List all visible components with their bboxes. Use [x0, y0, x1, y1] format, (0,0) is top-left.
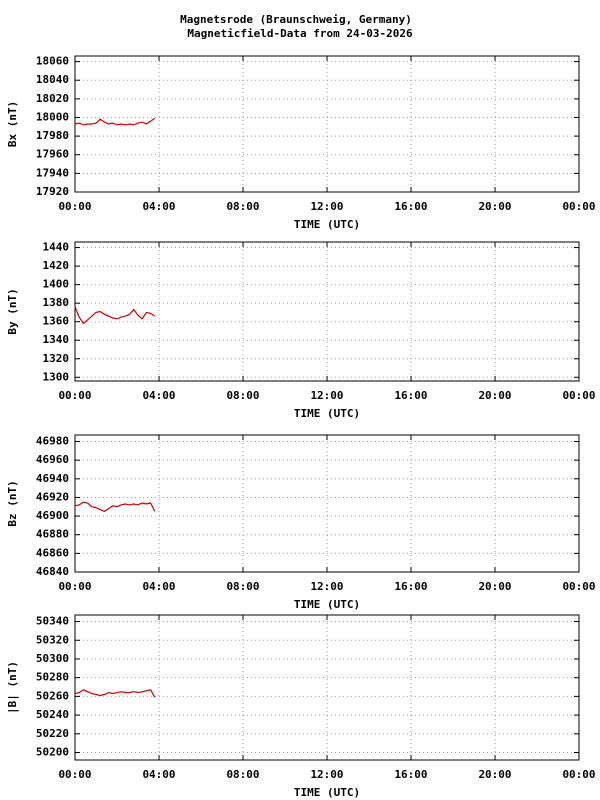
x-axis-label: TIME (UTC): [294, 786, 360, 799]
y-tick-label: 50260: [36, 689, 69, 702]
x-tick-label: 12:00: [310, 389, 343, 402]
x-tick-label: 16:00: [394, 200, 427, 213]
x-tick-label: 04:00: [142, 768, 175, 781]
y-tick-label: 18040: [36, 73, 69, 86]
y-tick-label: 46860: [36, 546, 69, 559]
chart-title: Magnetsrode (Braunschweig, Germany): [180, 13, 412, 26]
y-tick-label: 17920: [36, 185, 69, 198]
y-tick-label: 1380: [43, 296, 70, 309]
y-tick-label: 1300: [43, 370, 70, 383]
x-tick-label: 00:00: [562, 200, 595, 213]
y-tick-label: 18060: [36, 55, 69, 68]
x-tick-label: 00:00: [562, 768, 595, 781]
y-tick-label: 17980: [36, 129, 69, 142]
y-tick-label: 50280: [36, 671, 69, 684]
x-tick-label: 00:00: [58, 200, 91, 213]
x-tick-label: 00:00: [562, 389, 595, 402]
data-line: [74, 306, 156, 325]
x-axis-label: TIME (UTC): [294, 598, 360, 611]
data-line: [74, 689, 156, 698]
plot-frame: [74, 241, 580, 382]
x-tick-label: 00:00: [562, 580, 595, 593]
x-tick-label: 00:00: [58, 389, 91, 402]
chart-subtitle: Magneticfield-Data from 24-03-2026: [187, 27, 413, 40]
y-tick-label: 50340: [36, 615, 69, 628]
y-tick-label: 1340: [43, 333, 70, 346]
y-tick-label: 46920: [36, 490, 69, 503]
x-tick-label: 04:00: [142, 200, 175, 213]
y-tick-label: 50320: [36, 633, 69, 646]
data-line: [74, 501, 156, 513]
y-axis-label: Bx (nT): [6, 101, 19, 147]
y-tick-label: 18000: [36, 110, 69, 123]
x-tick-label: 16:00: [394, 389, 427, 402]
y-tick-label: 1400: [43, 278, 70, 291]
y-tick-label: 46940: [36, 472, 69, 485]
x-tick-label: 00:00: [58, 580, 91, 593]
y-tick-label: 1360: [43, 315, 70, 328]
y-tick-label: 50220: [36, 727, 69, 740]
y-tick-label: 46960: [36, 453, 69, 466]
x-tick-label: 08:00: [226, 389, 259, 402]
y-tick-label: 50300: [36, 652, 69, 665]
x-tick-label: 08:00: [226, 768, 259, 781]
data-line: [74, 117, 156, 126]
y-tick-label: 46980: [36, 435, 69, 448]
plot-frame: [74, 434, 580, 573]
x-tick-label: 00:00: [58, 768, 91, 781]
y-axis-label: |B| (nT): [6, 661, 19, 714]
x-tick-label: 04:00: [142, 580, 175, 593]
x-axis-label: TIME (UTC): [294, 218, 360, 231]
x-tick-label: 20:00: [478, 389, 511, 402]
y-tick-label: 46880: [36, 528, 69, 541]
y-axis-label: Bz (nT): [6, 480, 19, 526]
x-axis-label: TIME (UTC): [294, 407, 360, 420]
y-tick-label: 1440: [43, 241, 70, 254]
y-tick-label: 1420: [43, 259, 70, 272]
x-tick-label: 08:00: [226, 200, 259, 213]
y-tick-label: 18020: [36, 92, 69, 105]
x-tick-label: 12:00: [310, 200, 343, 213]
x-tick-label: 04:00: [142, 389, 175, 402]
y-tick-label: 50200: [36, 746, 69, 759]
x-tick-label: 16:00: [394, 580, 427, 593]
y-tick-label: 46840: [36, 565, 69, 578]
x-tick-label: 16:00: [394, 768, 427, 781]
y-tick-label: 1320: [43, 352, 70, 365]
x-tick-label: 12:00: [310, 768, 343, 781]
y-tick-label: 17940: [36, 166, 69, 179]
x-tick-label: 20:00: [478, 580, 511, 593]
y-tick-label: 50240: [36, 708, 69, 721]
y-tick-label: 17960: [36, 148, 69, 161]
y-tick-label: 46900: [36, 509, 69, 522]
x-tick-label: 08:00: [226, 580, 259, 593]
x-tick-label: 12:00: [310, 580, 343, 593]
x-tick-label: 20:00: [478, 200, 511, 213]
y-axis-label: By (nT): [6, 288, 19, 334]
plot-frame: [74, 614, 580, 761]
x-tick-label: 20:00: [478, 768, 511, 781]
